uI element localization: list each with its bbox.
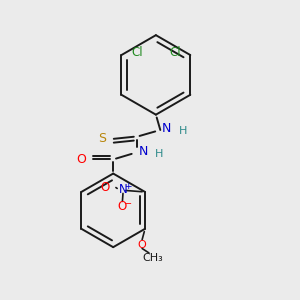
Text: O: O <box>101 181 110 194</box>
Text: N: N <box>139 145 148 158</box>
Text: O: O <box>138 240 146 250</box>
Text: S: S <box>98 132 106 145</box>
Text: N: N <box>118 183 127 196</box>
Text: H: H <box>155 148 163 158</box>
Text: Cl: Cl <box>169 46 181 59</box>
Text: −: − <box>124 199 132 209</box>
Text: CH₃: CH₃ <box>142 253 163 263</box>
Text: +: + <box>124 182 132 190</box>
Text: Cl: Cl <box>131 46 142 59</box>
Text: O: O <box>76 153 86 166</box>
Text: O: O <box>118 200 127 213</box>
Text: H: H <box>178 126 187 136</box>
Text: N: N <box>162 122 172 135</box>
